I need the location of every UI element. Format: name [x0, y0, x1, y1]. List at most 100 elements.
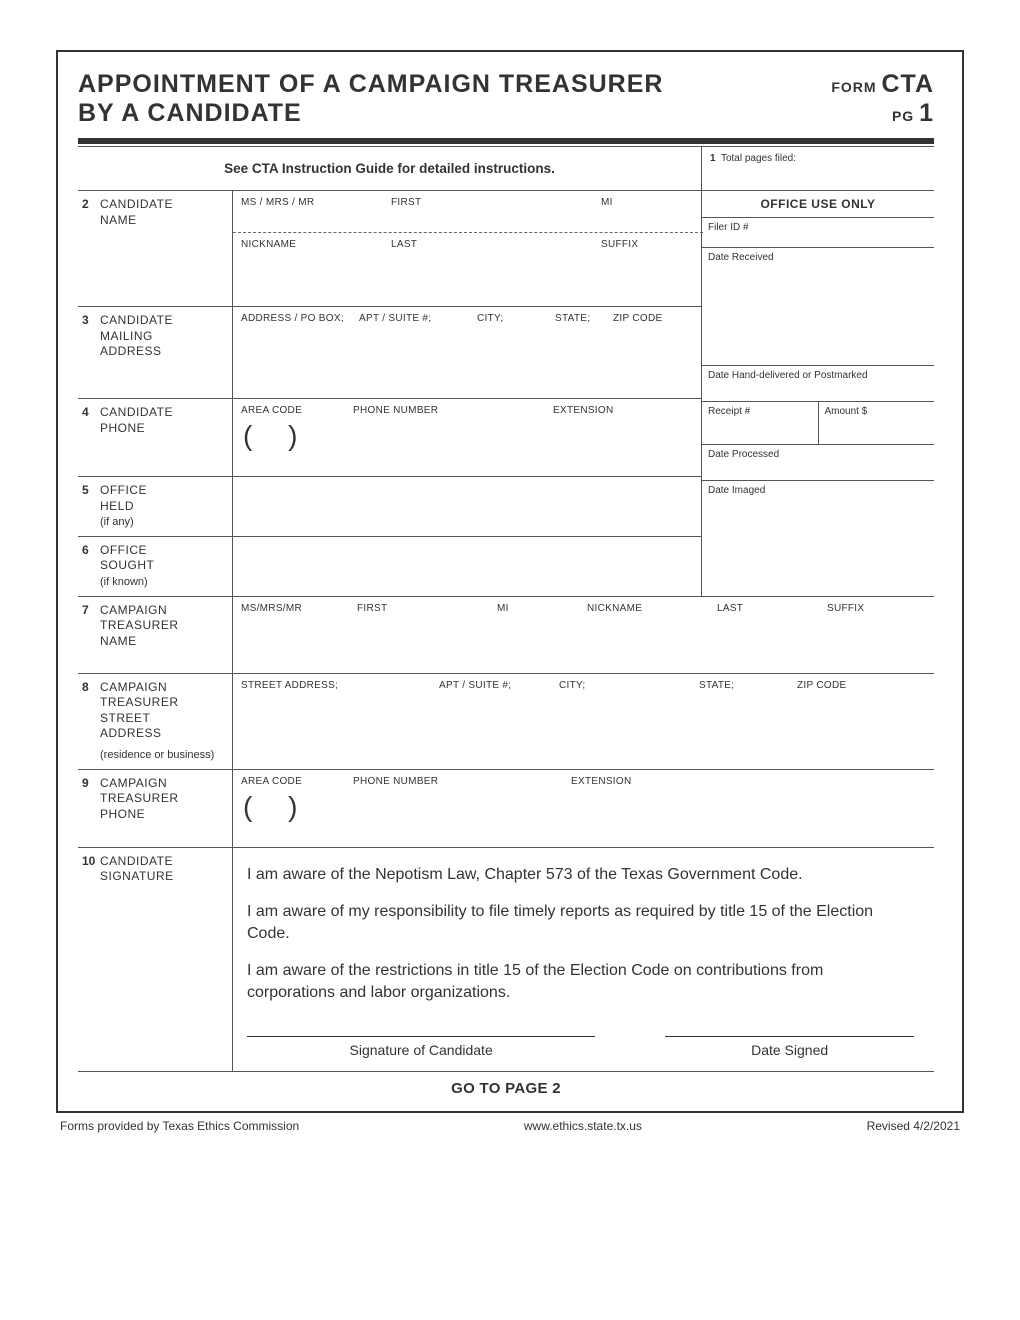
date-received-cell[interactable]: Date Received — [702, 248, 934, 366]
t-mi: MI — [497, 603, 587, 614]
section-6-num: 6 — [78, 537, 100, 596]
affirmation-1: I am aware of the Nepotism Law, Chapter … — [247, 864, 914, 886]
field-mi: MI — [601, 197, 613, 208]
section-9-num: 9 — [78, 770, 100, 847]
form-code: CTA — [881, 70, 934, 98]
date-imaged-label: Date Imaged — [708, 485, 765, 496]
t-first: FIRST — [357, 603, 497, 614]
amount-label: Amount $ — [825, 406, 868, 417]
signature-label: Signature of Candidate — [247, 1041, 595, 1060]
footer-center: www.ethics.state.tx.us — [524, 1119, 642, 1133]
field-address: ADDRESS / PO BOX; — [241, 313, 359, 324]
t-areacode: AREA CODE — [241, 776, 353, 787]
affirmation-2: I am aware of my responsibility to file … — [247, 901, 914, 944]
section-3-body[interactable]: ADDRESS / PO BOX; APT / SUITE #; CITY; S… — [232, 307, 701, 398]
section-10-label: CANDIDATESIGNATURE — [100, 848, 232, 1072]
section-3-num: 3 — [78, 307, 100, 398]
date-signed-slot[interactable]: Date Signed — [665, 1036, 914, 1060]
t-city: CITY; — [559, 680, 699, 691]
t-street: STREET ADDRESS; — [241, 680, 439, 691]
affirmation-3: I am aware of the restrictions in title … — [247, 960, 914, 1003]
section-4: 4 CANDIDATEPHONE AREA CODE PHONE NUMBER … — [78, 399, 701, 477]
section-8-body[interactable]: STREET ADDRESS; APT / SUITE #; CITY; STA… — [232, 674, 934, 769]
section-8: 8 CAMPAIGNTREASURERSTREETADDRESS(residen… — [78, 674, 934, 770]
section-7-label: CAMPAIGNTREASURERNAME — [100, 597, 232, 673]
t-nickname: NICKNAME — [587, 603, 717, 614]
signature-lines: Signature of Candidate Date Signed — [247, 1036, 914, 1060]
t-ext: EXTENSION — [571, 776, 632, 787]
date-received-label: Date Received — [708, 252, 774, 263]
section-1-num: 1 — [710, 153, 716, 164]
header: APPOINTMENT OF A CAMPAIGN TREASURER BY A… — [78, 70, 934, 144]
date-hand-cell[interactable]: Date Hand-delivered or Postmarked — [702, 366, 934, 402]
title-line-1: APPOINTMENT OF A CAMPAIGN TREASURER — [78, 70, 663, 99]
field-first: FIRST — [391, 197, 601, 208]
section-10-num: 10 — [78, 848, 100, 1072]
amount-cell[interactable]: Amount $ — [819, 402, 935, 444]
upper-grid: See CTA Instruction Guide for detailed i… — [78, 146, 934, 596]
date-imaged-cell[interactable]: Date Imaged — [702, 481, 934, 527]
t-phone-parentheses: ( ) — [243, 791, 928, 823]
section-7-num: 7 — [78, 597, 100, 673]
section-4-num: 4 — [78, 399, 100, 476]
section-9: 9 CAMPAIGNTREASURERPHONE AREA CODE PHONE… — [78, 770, 934, 848]
phone-parentheses: ( ) — [243, 420, 695, 452]
section-3-label: CANDIDATEMAILINGADDRESS — [100, 307, 232, 398]
field-ext: EXTENSION — [553, 405, 614, 416]
form-id-block: FORM CTA PG 1 — [831, 70, 934, 128]
section-10-body: I am aware of the Nepotism Law, Chapter … — [232, 848, 934, 1072]
section-2-body[interactable]: MS / MRS / MR FIRST MI NICKNAME LAST SUF… — [232, 191, 701, 306]
field-apt: APT / SUITE #; — [359, 313, 477, 324]
field-suffix: SUFFIX — [601, 239, 638, 250]
section-8-sub: (residence or business) — [100, 748, 214, 762]
section-7: 7 CAMPAIGNTREASURERNAME MS/MRS/MR FIRST … — [78, 596, 934, 674]
date-processed-cell[interactable]: Date Processed — [702, 445, 934, 481]
receipt-cell[interactable]: Receipt # — [702, 402, 819, 444]
section-2-num: 2 — [78, 191, 100, 306]
total-pages-cell[interactable]: 1 Total pages filed: — [702, 147, 934, 191]
instruction-line: See CTA Instruction Guide for detailed i… — [78, 147, 701, 191]
section-5-sub: (if any) — [100, 516, 134, 528]
form-title: APPOINTMENT OF A CAMPAIGN TREASURER BY A… — [78, 70, 663, 128]
office-use-heading: OFFICE USE ONLY — [702, 191, 934, 218]
field-zip: ZIP CODE — [613, 313, 662, 324]
section-5-label: OFFICEHELD(if any) — [100, 477, 232, 536]
section-4-body[interactable]: AREA CODE PHONE NUMBER EXTENSION ( ) — [232, 399, 701, 476]
date-signed-label: Date Signed — [665, 1041, 914, 1060]
section-6-body[interactable] — [232, 537, 701, 596]
dashed-separator — [233, 232, 703, 233]
section-9-body[interactable]: AREA CODE PHONE NUMBER EXTENSION ( ) — [232, 770, 934, 847]
date-hand-label: Date Hand-delivered or Postmarked — [708, 370, 868, 381]
field-city: CITY; — [477, 313, 555, 324]
section-7-body[interactable]: MS/MRS/MR FIRST MI NICKNAME LAST SUFFIX — [232, 597, 934, 673]
office-use-column: 1 Total pages filed: OFFICE USE ONLY Fil… — [702, 147, 934, 596]
footer: Forms provided by Texas Ethics Commissio… — [56, 1119, 964, 1133]
field-title: MS / MRS / MR — [241, 197, 391, 208]
section-6: 6 OFFICESOUGHT(if known) — [78, 537, 701, 596]
date-processed-label: Date Processed — [708, 449, 779, 460]
filer-id-cell[interactable]: Filer ID # — [702, 218, 934, 248]
section-3: 3 CANDIDATEMAILINGADDRESS ADDRESS / PO B… — [78, 307, 701, 399]
t-suffix: SUFFIX — [827, 603, 864, 614]
section-2-label: CANDIDATENAME — [100, 191, 232, 306]
t-apt: APT / SUITE #; — [439, 680, 559, 691]
receipt-label: Receipt # — [708, 406, 750, 417]
field-areacode: AREA CODE — [241, 405, 353, 416]
t-title: MS/MRS/MR — [241, 603, 357, 614]
t-zip: ZIP CODE — [797, 680, 846, 691]
title-line-2: BY A CANDIDATE — [78, 99, 663, 128]
section-5: 5 OFFICEHELD(if any) — [78, 477, 701, 537]
footer-right: Revised 4/2/2021 — [867, 1119, 960, 1133]
section-6-label: OFFICESOUGHT(if known) — [100, 537, 232, 596]
t-phone: PHONE NUMBER — [353, 776, 571, 787]
section-8-label: CAMPAIGNTREASURERSTREETADDRESS(residence… — [100, 674, 232, 769]
section-2: 2 CANDIDATENAME MS / MRS / MR FIRST MI N… — [78, 191, 701, 307]
section-4-label: CANDIDATEPHONE — [100, 399, 232, 476]
t-state: STATE; — [699, 680, 797, 691]
section-9-label: CAMPAIGNTREASURERPHONE — [100, 770, 232, 847]
section-5-body[interactable] — [232, 477, 701, 536]
pg-num: 1 — [919, 99, 934, 127]
signature-slot[interactable]: Signature of Candidate — [247, 1036, 595, 1060]
total-pages-label: Total pages filed: — [721, 153, 796, 164]
field-phone: PHONE NUMBER — [353, 405, 553, 416]
